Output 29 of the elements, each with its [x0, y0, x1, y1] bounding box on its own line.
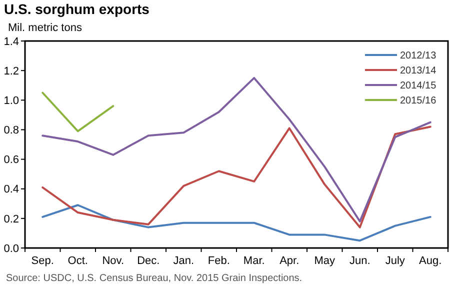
line-series	[42, 204, 432, 242]
x-tick-label: Jun.	[349, 255, 370, 267]
x-tick-label: Oct.	[68, 255, 88, 267]
x-tick-label: Aug.	[419, 255, 442, 267]
legend-label: 2014/15	[400, 80, 437, 92]
legend-label: 2015/16	[400, 96, 437, 106]
y-tick-label: 0.0	[4, 242, 19, 255]
x-tick-label: Mar.	[243, 255, 265, 267]
y-tick-label: 0.2	[4, 213, 19, 226]
y-tick-label: 1.4	[4, 36, 19, 48]
x-tick-label: Sep.	[31, 255, 54, 267]
source-note: Source: USDC, U.S. Census Bureau, Nov. 2015 Grain Inspections.	[6, 273, 302, 284]
chart-title: U.S. sorghum exports	[4, 1, 150, 17]
x-tick-label: July	[385, 255, 406, 267]
x-tick-label: Jan.	[173, 255, 194, 267]
x-tick-label: Dec.	[137, 255, 160, 267]
legend-label: 2012/13	[400, 50, 437, 62]
y-tick-label: 0.8	[4, 124, 19, 137]
x-tick-label: Feb.	[208, 255, 230, 267]
y-tick-label: 1.0	[4, 94, 19, 107]
line-series	[42, 126, 432, 228]
chart-subtitle: Mil. metric tons	[8, 22, 82, 34]
y-tick-label: 1.2	[4, 65, 19, 78]
legend-label: 2013/14	[400, 66, 437, 76]
x-tick-label: Apr.	[280, 255, 300, 267]
y-tick-label: 0.4	[4, 184, 19, 196]
x-tick-label: Nov.	[102, 255, 124, 267]
y-tick-label: 0.6	[4, 154, 19, 166]
x-tick-label: May	[314, 255, 336, 267]
